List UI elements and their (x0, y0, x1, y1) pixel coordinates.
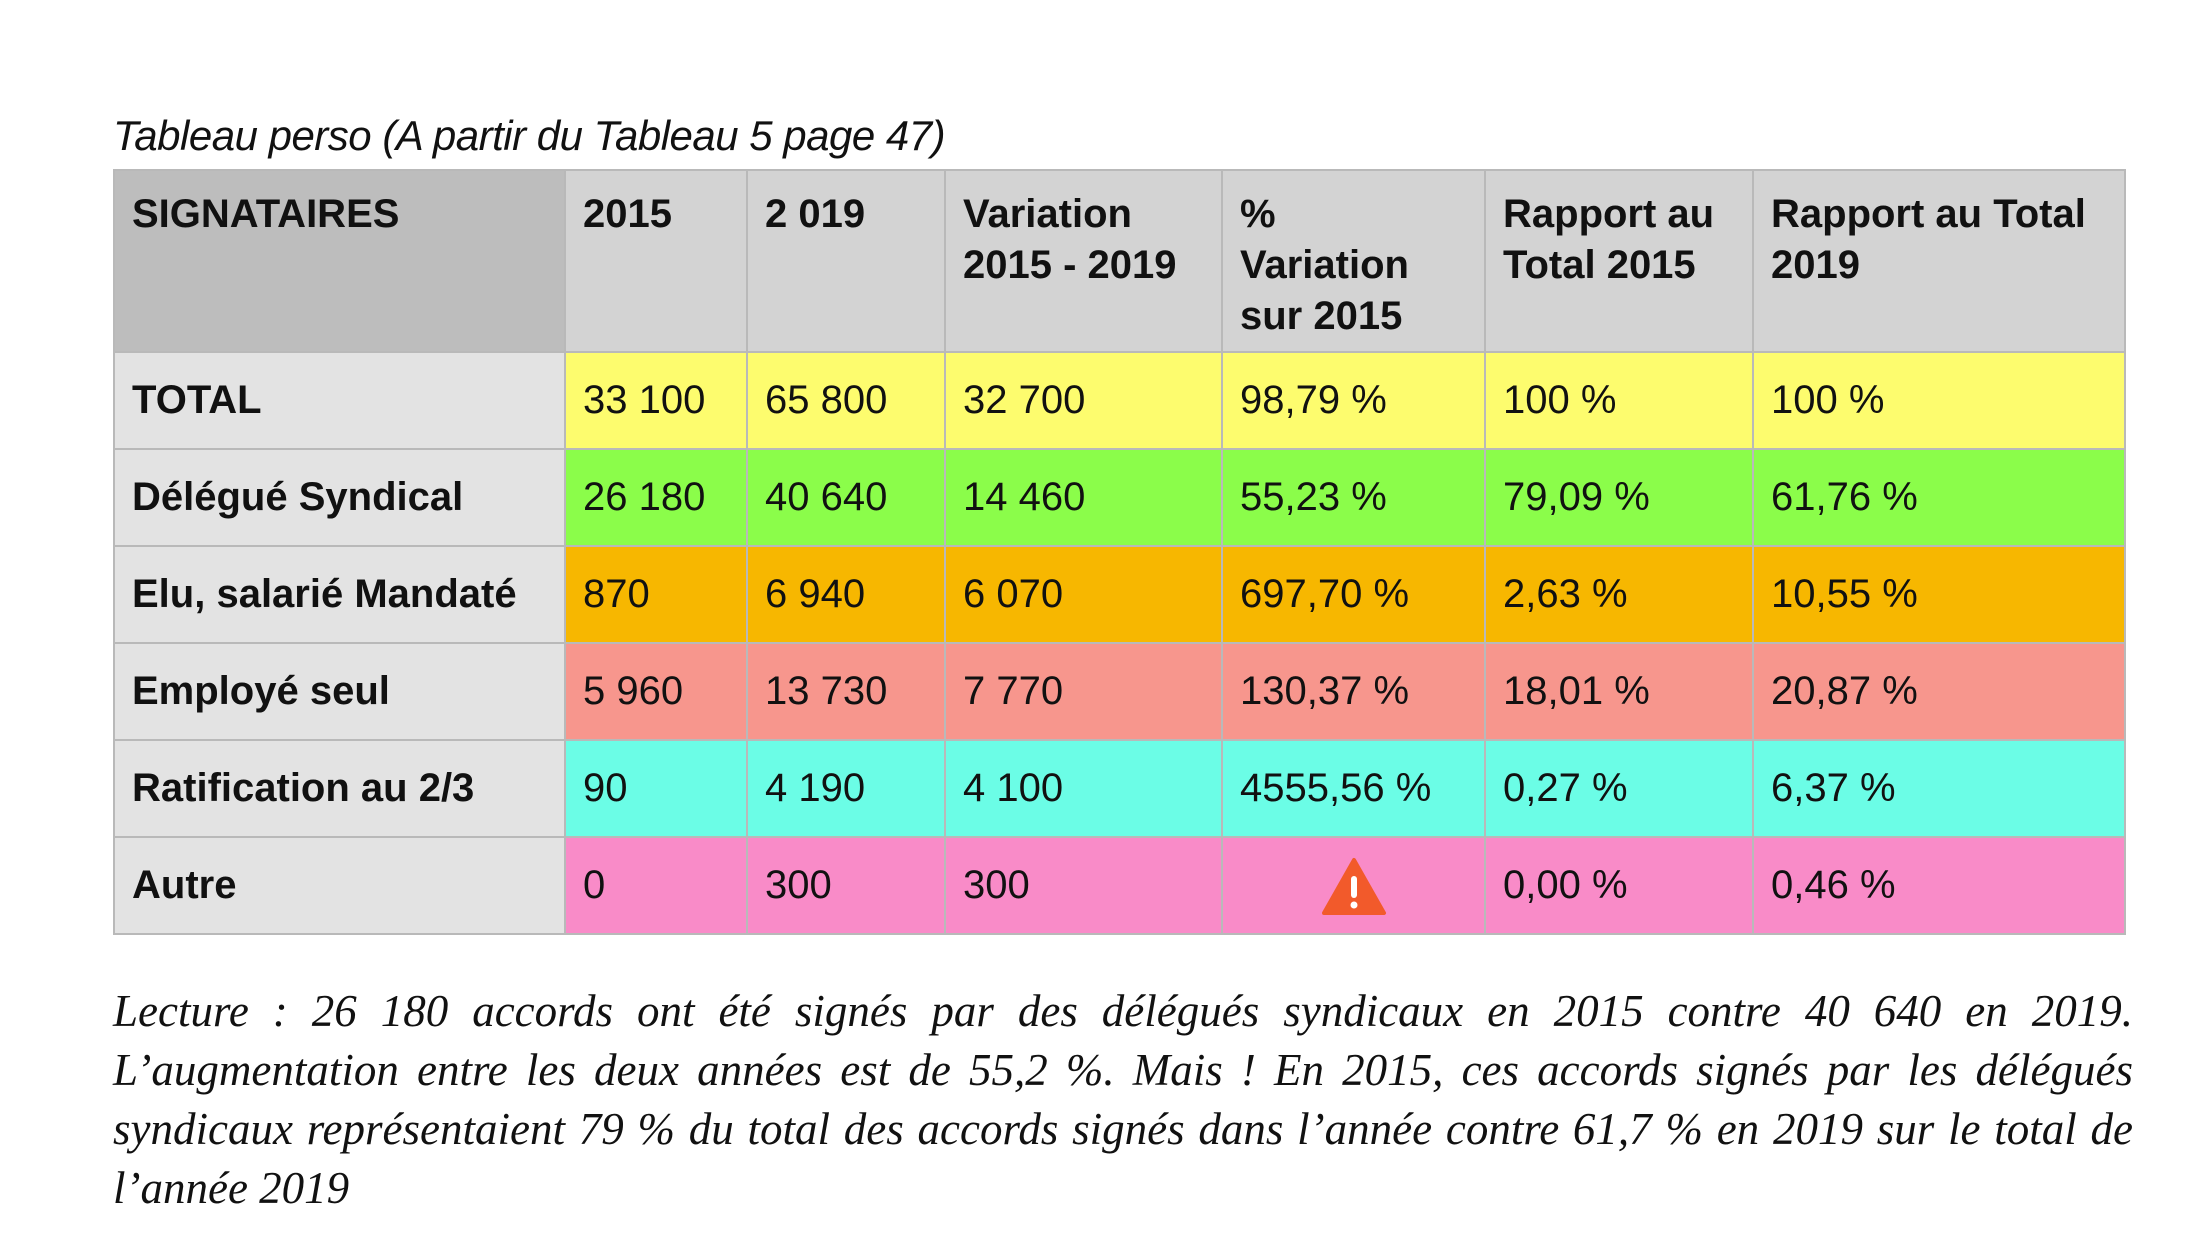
header-rapport-2019: Rapport au Total 2019 (1752, 169, 2126, 353)
lecture-paragraph: Lecture : 26 180 accords ont été signés … (113, 986, 2133, 1213)
table-cell (1221, 836, 1486, 935)
table-cell: 130,37 % (1221, 642, 1486, 741)
table-cell: 697,70 % (1221, 545, 1486, 644)
table-cell: 10,55 % (1752, 545, 2126, 644)
table-cell: 870 (564, 545, 748, 644)
table-row: Autre 0 300 300 0,00 % 0,46 % (113, 836, 2126, 935)
table-cell: 300 (746, 836, 946, 935)
table-cell: 6 070 (944, 545, 1223, 644)
header-signataires: SIGNATAIRES (113, 169, 566, 353)
header-variation: Variation 2015 - 2019 (944, 169, 1223, 353)
table-cell: 5 960 (564, 642, 748, 741)
table-cell: 300 (944, 836, 1223, 935)
table-cell: 65 800 (746, 351, 946, 450)
table-row: TOTAL 33 100 65 800 32 700 98,79 % 100 % 100 % (113, 351, 2126, 450)
warning-triangle-icon (1321, 858, 1387, 916)
table-row: Ratification au 2/3 90 4 190 4 100 4555,56 %… (113, 739, 2126, 838)
header-2015: 2015 (564, 169, 748, 353)
row-label: Autre (113, 836, 566, 935)
row-label: Délégué Syndical (113, 448, 566, 547)
row-label: Ratification au 2/3 (113, 739, 566, 838)
table-cell: 6,37 % (1752, 739, 2126, 838)
table-cell: 14 460 (944, 448, 1223, 547)
table-cell: 32 700 (944, 351, 1223, 450)
table-cell: 13 730 (746, 642, 946, 741)
signataires-table: SIGNATAIRES 2015 2 019 Variation 2015 - 2… (113, 169, 2126, 935)
row-label: Employé seul (113, 642, 566, 741)
table-row: Délégué Syndical 26 180 40 640 14 460 55,23 … (113, 448, 2126, 547)
row-label: Elu, salarié Mandaté (113, 545, 566, 644)
table-cell: 0,27 % (1484, 739, 1754, 838)
table-cell: 4555,56 % (1221, 739, 1486, 838)
row-label: TOTAL (113, 351, 566, 450)
table-header-row: SIGNATAIRES 2015 2 019 Variation 2015 - 2… (113, 169, 2126, 353)
table-cell: 33 100 (564, 351, 748, 450)
table-cell: 2,63 % (1484, 545, 1754, 644)
table-row: Elu, salarié Mandaté 870 6 940 6 070 697,70 … (113, 545, 2126, 644)
table-cell: 18,01 % (1484, 642, 1754, 741)
table-cell: 26 180 (564, 448, 748, 547)
header-pct-variation: % Variation sur 2015 (1221, 169, 1486, 353)
table-cell: 0 (564, 836, 748, 935)
table-cell: 6 940 (746, 545, 946, 644)
table-cell: 79,09 % (1484, 448, 1754, 547)
header-rapport-2015: Rapport au Total 2015 (1484, 169, 1754, 353)
table-cell: 90 (564, 739, 748, 838)
table-body: TOTAL 33 100 65 800 32 700 98,79 % 100 % 100 %… (113, 351, 2126, 935)
table-cell: 100 % (1752, 351, 2126, 450)
table-row: Employé seul 5 960 13 730 7 770 130,37 % 18,0… (113, 642, 2126, 741)
table-cell: 55,23 % (1221, 448, 1486, 547)
table-cell: 98,79 % (1221, 351, 1486, 450)
table-cell: 7 770 (944, 642, 1223, 741)
table-cell: 100 % (1484, 351, 1754, 450)
table-cell: 61,76 % (1752, 448, 2126, 547)
table-cell: 0,46 % (1752, 836, 2126, 935)
header-2019: 2 019 (746, 169, 946, 353)
table-cell: 40 640 (746, 448, 946, 547)
table-caption: Tableau perso (A partir du Tableau 5 pag… (113, 112, 946, 159)
table-cell: 20,87 % (1752, 642, 2126, 741)
table-cell: 4 190 (746, 739, 946, 838)
table-cell: 0,00 % (1484, 836, 1754, 935)
table-cell: 4 100 (944, 739, 1223, 838)
